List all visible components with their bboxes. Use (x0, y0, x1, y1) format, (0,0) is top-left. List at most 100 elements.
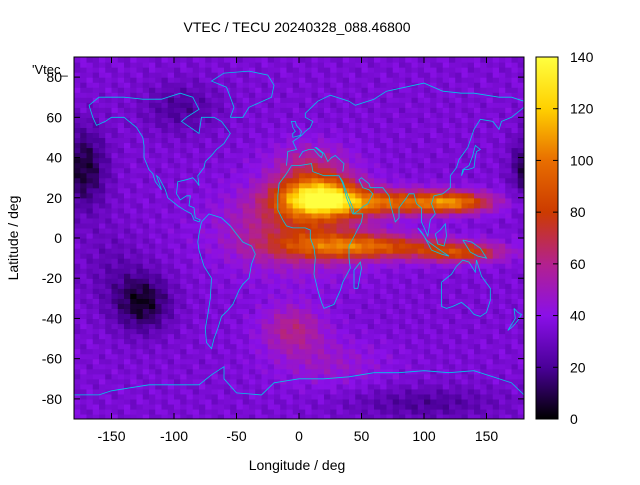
heatmap-cell (311, 157, 319, 164)
heatmap-cell (124, 82, 131, 88)
heatmap-cell (261, 358, 269, 365)
heatmap-cell (467, 388, 475, 395)
heatmap-cell (305, 308, 313, 315)
heatmap-cell (392, 107, 400, 113)
heatmap-cell (411, 142, 419, 149)
heatmap-cell (286, 152, 294, 159)
heatmap-cell (361, 383, 369, 390)
heatmap-cell (367, 207, 375, 214)
heatmap-cell (392, 72, 400, 78)
heatmap-cell (449, 167, 456, 174)
heatmap-cell (336, 87, 344, 93)
heatmap-cell (274, 343, 281, 350)
heatmap-cell (117, 107, 125, 113)
heatmap-cell (417, 132, 425, 139)
heatmap-cell (461, 82, 469, 88)
heatmap-cell (305, 207, 313, 214)
heatmap-cell (349, 162, 356, 169)
heatmap-cell (342, 278, 350, 284)
heatmap-cell (355, 258, 363, 264)
heatmap-cell (299, 348, 306, 355)
heatmap-cell (349, 202, 356, 209)
heatmap-cell (380, 142, 388, 149)
heatmap-cell (455, 293, 463, 299)
heatmap-cell (186, 172, 194, 179)
heatmap-cell (486, 303, 494, 309)
heatmap-cell (117, 232, 125, 239)
heatmap-cell (130, 57, 138, 63)
heatmap-cell (217, 182, 225, 189)
heatmap-cell (74, 147, 81, 154)
heatmap-cell (449, 238, 456, 244)
heatmap-cell (224, 253, 231, 259)
heatmap-cell (205, 293, 213, 299)
heatmap-cell (149, 82, 156, 88)
heatmap-cell (299, 408, 306, 415)
heatmap-cell (317, 112, 325, 118)
heatmap-cell (355, 268, 363, 274)
heatmap-cell (386, 268, 394, 274)
heatmap-cell (436, 172, 444, 179)
heatmap-cell (280, 313, 288, 320)
heatmap-cell (92, 393, 100, 400)
heatmap-cell (249, 298, 256, 304)
heatmap-cell (92, 248, 100, 254)
heatmap-cell (317, 202, 325, 209)
heatmap-cell (392, 278, 400, 284)
heatmap-cell (149, 378, 156, 385)
heatmap-cell (467, 112, 475, 118)
heatmap-cell (499, 348, 506, 355)
heatmap-cell (249, 72, 256, 78)
heatmap-cell (455, 92, 463, 98)
heatmap-cell (355, 232, 363, 239)
heatmap-cell (430, 353, 438, 360)
heatmap-cell (92, 92, 100, 98)
heatmap-cell (399, 92, 406, 98)
heatmap-cell (374, 258, 381, 264)
heatmap-cell (124, 127, 131, 134)
heatmap-cell (217, 137, 225, 144)
heatmap-cell (430, 197, 438, 204)
heatmap-cell (324, 263, 331, 269)
heatmap-cell (349, 318, 356, 325)
heatmap-cell (274, 82, 281, 88)
heatmap-cell (336, 137, 344, 144)
heatmap-cell (492, 217, 500, 224)
heatmap-cell (255, 142, 263, 149)
heatmap-cell (186, 333, 194, 340)
heatmap-cell (199, 328, 206, 335)
heatmap-cell (417, 227, 425, 234)
heatmap-cell (117, 318, 125, 325)
heatmap-cell (274, 328, 281, 335)
heatmap-cell (280, 117, 288, 123)
heatmap-cell (74, 348, 81, 355)
heatmap-cell (355, 72, 363, 78)
heatmap-cell (105, 263, 113, 269)
heatmap-cell (174, 313, 181, 320)
heatmap-cell (230, 328, 238, 335)
heatmap-cell (386, 107, 394, 113)
heatmap-cell (92, 298, 100, 304)
heatmap-cell (367, 172, 375, 179)
heatmap-cell (361, 363, 369, 370)
heatmap-cell (180, 127, 188, 134)
heatmap-cell (317, 227, 325, 234)
heatmap-cell (317, 147, 325, 154)
heatmap-cell (199, 177, 206, 184)
heatmap-cell (324, 358, 331, 365)
heatmap-cell (267, 408, 275, 415)
heatmap-cell (499, 298, 506, 304)
heatmap-cell (424, 383, 431, 390)
heatmap-cell (99, 363, 106, 370)
heatmap-cell (424, 107, 431, 113)
heatmap-cell (74, 62, 81, 68)
heatmap-cell (217, 92, 225, 98)
heatmap-cell (461, 197, 469, 204)
heatmap-cell (486, 413, 494, 419)
heatmap-cell (424, 212, 431, 219)
heatmap-cell (436, 232, 444, 239)
heatmap-cell (367, 82, 375, 88)
heatmap-cell (311, 77, 319, 83)
heatmap-cell (492, 62, 500, 68)
